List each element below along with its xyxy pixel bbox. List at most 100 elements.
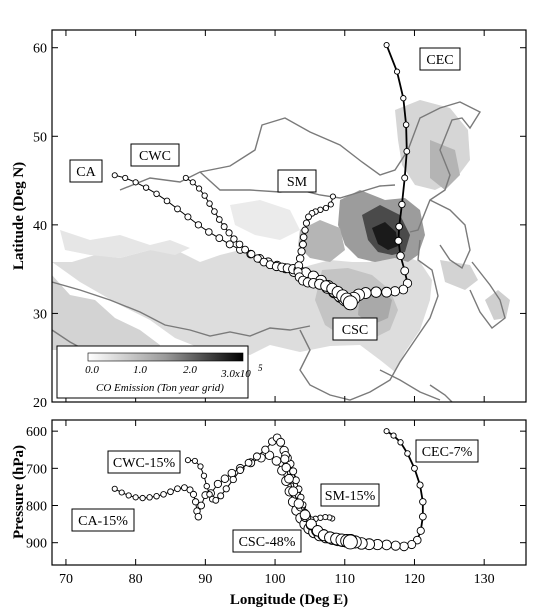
pressure-trajectory-point <box>167 488 174 496</box>
map-trajectory-point <box>295 254 305 263</box>
pressure-trajectory-point <box>184 457 191 464</box>
map-trajectory-point <box>305 213 312 221</box>
pressure-trajectory-point <box>146 494 153 501</box>
pressure-trajectory-point <box>383 428 390 435</box>
svg-text:CSC: CSC <box>342 323 368 338</box>
map-trajectory-point <box>400 266 410 276</box>
pressure-trajectory-point <box>194 512 203 521</box>
map-trajectory-point <box>393 68 401 75</box>
map-trajectory-point <box>302 219 310 227</box>
pressure-trajectory-point <box>342 534 358 550</box>
pressure-trajectory-point <box>229 475 237 484</box>
map-y-axis: 20 30 40 50 60 <box>33 30 526 411</box>
map-trajectory-point <box>122 174 129 181</box>
map-trajectory-point <box>327 201 334 208</box>
svg-text:SM-15%: SM-15% <box>325 489 376 504</box>
pressure-trajectory-point <box>404 450 411 457</box>
map-y-tick-label: 40 <box>33 219 47 234</box>
map-trajectory-point <box>299 233 308 242</box>
map-trajectory-point <box>235 240 244 249</box>
pressure-trajectory-point <box>411 464 418 472</box>
map-trajectory-point <box>206 200 213 207</box>
map-trajectory-point <box>398 284 409 295</box>
pressure-label-csc: CSC-48% <box>232 529 302 553</box>
map-trajectory-point <box>215 234 224 243</box>
pressure-x-tick-label: 110 <box>335 572 355 587</box>
pressure-trajectory-point <box>191 457 198 464</box>
pressure-trajectory-point <box>125 492 132 499</box>
svg-text:SM: SM <box>287 175 308 190</box>
map-y-tick-label: 50 <box>33 130 47 145</box>
colorbar-tick-2: 2.0 <box>183 364 197 376</box>
pressure-x-tick-label: 120 <box>404 572 425 587</box>
pressure-trajectory-point <box>227 468 237 478</box>
map-trajectory-point <box>253 254 262 263</box>
pressure-trajectory-point <box>206 491 213 498</box>
map-trajectory-point <box>370 286 382 298</box>
map-trajectory-point <box>211 208 218 215</box>
map-trajectory-point <box>381 286 392 298</box>
map-trajectories <box>111 42 413 311</box>
map-y-tick-label: 30 <box>33 307 47 322</box>
pressure-x-tick-label: 80 <box>129 572 143 587</box>
map-trajectory-point <box>247 250 256 259</box>
svg-text:CWC-15%: CWC-15% <box>113 456 176 471</box>
colorbar-exponent: 5 <box>258 363 263 373</box>
colorbar-gradient <box>87 352 244 362</box>
map-label-sm: SM <box>277 169 317 193</box>
map-trajectory-point <box>403 147 411 155</box>
pressure-trajectory-point <box>281 462 291 473</box>
map-trajectory-point <box>194 221 203 229</box>
map-trajectory-point <box>225 240 234 249</box>
svg-text:CSC-48%: CSC-48% <box>239 535 296 550</box>
pressure-x-tick-label: 90 <box>198 572 212 587</box>
pressure-trajectory-point <box>118 489 125 496</box>
map-trajectory-point <box>329 193 336 200</box>
pressure-trajectory-point <box>271 456 282 466</box>
pressure-trajectory-point <box>418 512 427 521</box>
map-trajectory-point <box>394 236 403 245</box>
map-trajectory-point <box>132 179 139 186</box>
pressure-series-csc-48- <box>342 534 358 550</box>
pressure-label-cwc: CWC-15% <box>107 450 181 474</box>
map-label-cec: CEC <box>419 47 461 71</box>
map-trajectory-point <box>225 229 233 237</box>
pressure-trajectory-point <box>288 486 299 497</box>
pressure-x-tick-label: 130 <box>474 572 495 587</box>
map-label-csc: CSC <box>332 317 378 341</box>
map-trajectory-point <box>220 223 228 231</box>
pressure-label-cec: CEC-7% <box>415 439 479 463</box>
pressure-y-tick-label: 800 <box>26 500 47 515</box>
pressure-x-tick-label: 100 <box>265 572 286 587</box>
pressure-trajectory-point <box>397 439 404 446</box>
pressure-y-axis-label: Pressure (hPa) <box>11 445 27 539</box>
map-trajectory-point <box>230 235 238 243</box>
pressure-trajectory-point <box>280 454 290 464</box>
pressure-trajectory-point <box>217 492 225 500</box>
map-trajectory-point <box>201 192 208 199</box>
map-trajectory-point <box>163 197 171 205</box>
pressure-trajectory-point <box>203 482 210 490</box>
pressure-trajectory-point <box>153 492 160 500</box>
map-trajectory-point <box>342 295 358 311</box>
pressure-trajectory-point <box>390 432 397 439</box>
pressure-trajectory-point <box>197 463 204 470</box>
pressure-y-axis: 600 700 800 900 <box>26 425 526 552</box>
pressure-x-axis: 70 80 90 100 110 120 130 <box>59 420 495 587</box>
pressure-trajectories <box>111 428 427 552</box>
map-trajectory-point <box>241 245 249 254</box>
pressure-trajectory-point <box>174 485 181 493</box>
svg-text:CEC: CEC <box>426 53 453 68</box>
pressure-trajectory-point <box>407 540 417 550</box>
svg-text:CWC: CWC <box>139 149 171 164</box>
pressure-trajectory-point <box>200 472 208 479</box>
map-trajectory-point <box>215 216 223 223</box>
pressure-trajectory-point <box>111 485 118 492</box>
pressure-trajectory-point <box>293 498 304 509</box>
pressure-trajectory-point <box>299 509 311 521</box>
pressure-trajectory-point <box>132 494 139 501</box>
map-trajectory-point <box>400 95 407 102</box>
pressure-trajectory-point <box>139 494 146 502</box>
map-trajectory-point <box>205 228 213 236</box>
